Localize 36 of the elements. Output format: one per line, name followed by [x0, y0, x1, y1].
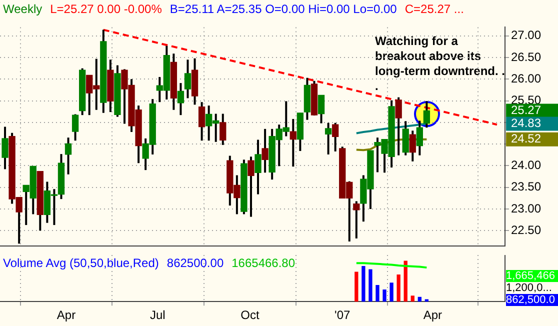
- y-tick-label: 26.50: [511, 50, 542, 64]
- annotation: 1665466.80: [232, 256, 296, 270]
- bar: [404, 260, 408, 302]
- x-tick-label: '07: [334, 308, 350, 322]
- y-tick-label: 23.00: [511, 201, 542, 216]
- annotation: 862500.00: [166, 256, 224, 270]
- x-tick-label: Apr: [56, 308, 76, 322]
- bar: [362, 266, 366, 302]
- bar: [376, 285, 380, 302]
- text: B=25.11 A=25.35 O=0.00 Hi=0.00 Lo=0.00: [170, 2, 397, 16]
- text: 1,665,466: [506, 270, 558, 282]
- y-tick-label: 22.50: [511, 222, 542, 237]
- bar: [382, 290, 386, 302]
- text: 24.83: [511, 116, 542, 130]
- y-tick-label: 24.00: [511, 158, 542, 172]
- text: L=25.27 0.00 -0.00%: [50, 2, 162, 16]
- x-tick-label: Jul: [150, 308, 166, 322]
- text: 25.27: [511, 103, 542, 118]
- bar: [354, 272, 358, 302]
- text: C=25.27 ...: [404, 2, 464, 16]
- chart-title: Volume Avg (50,50,blue,Red): [3, 256, 159, 270]
- chart-title: Weekly: [3, 2, 42, 16]
- bar: [410, 296, 414, 302]
- bar: [368, 269, 372, 302]
- text: 24.52: [511, 132, 542, 146]
- x-tick-label: Oct: [240, 308, 260, 322]
- bar: [418, 296, 422, 302]
- y-tick-label: 23.50: [511, 180, 542, 194]
- text: 1,200,0...: [506, 282, 553, 294]
- x-tick-label: Apr: [423, 308, 442, 322]
- bar: [396, 274, 400, 302]
- bar: [424, 299, 429, 302]
- y-tick-label: 27.00: [511, 28, 542, 42]
- bar: [390, 282, 394, 302]
- y-tick-label: 26.00: [511, 71, 542, 86]
- text: 862,500.0: [506, 294, 558, 306]
